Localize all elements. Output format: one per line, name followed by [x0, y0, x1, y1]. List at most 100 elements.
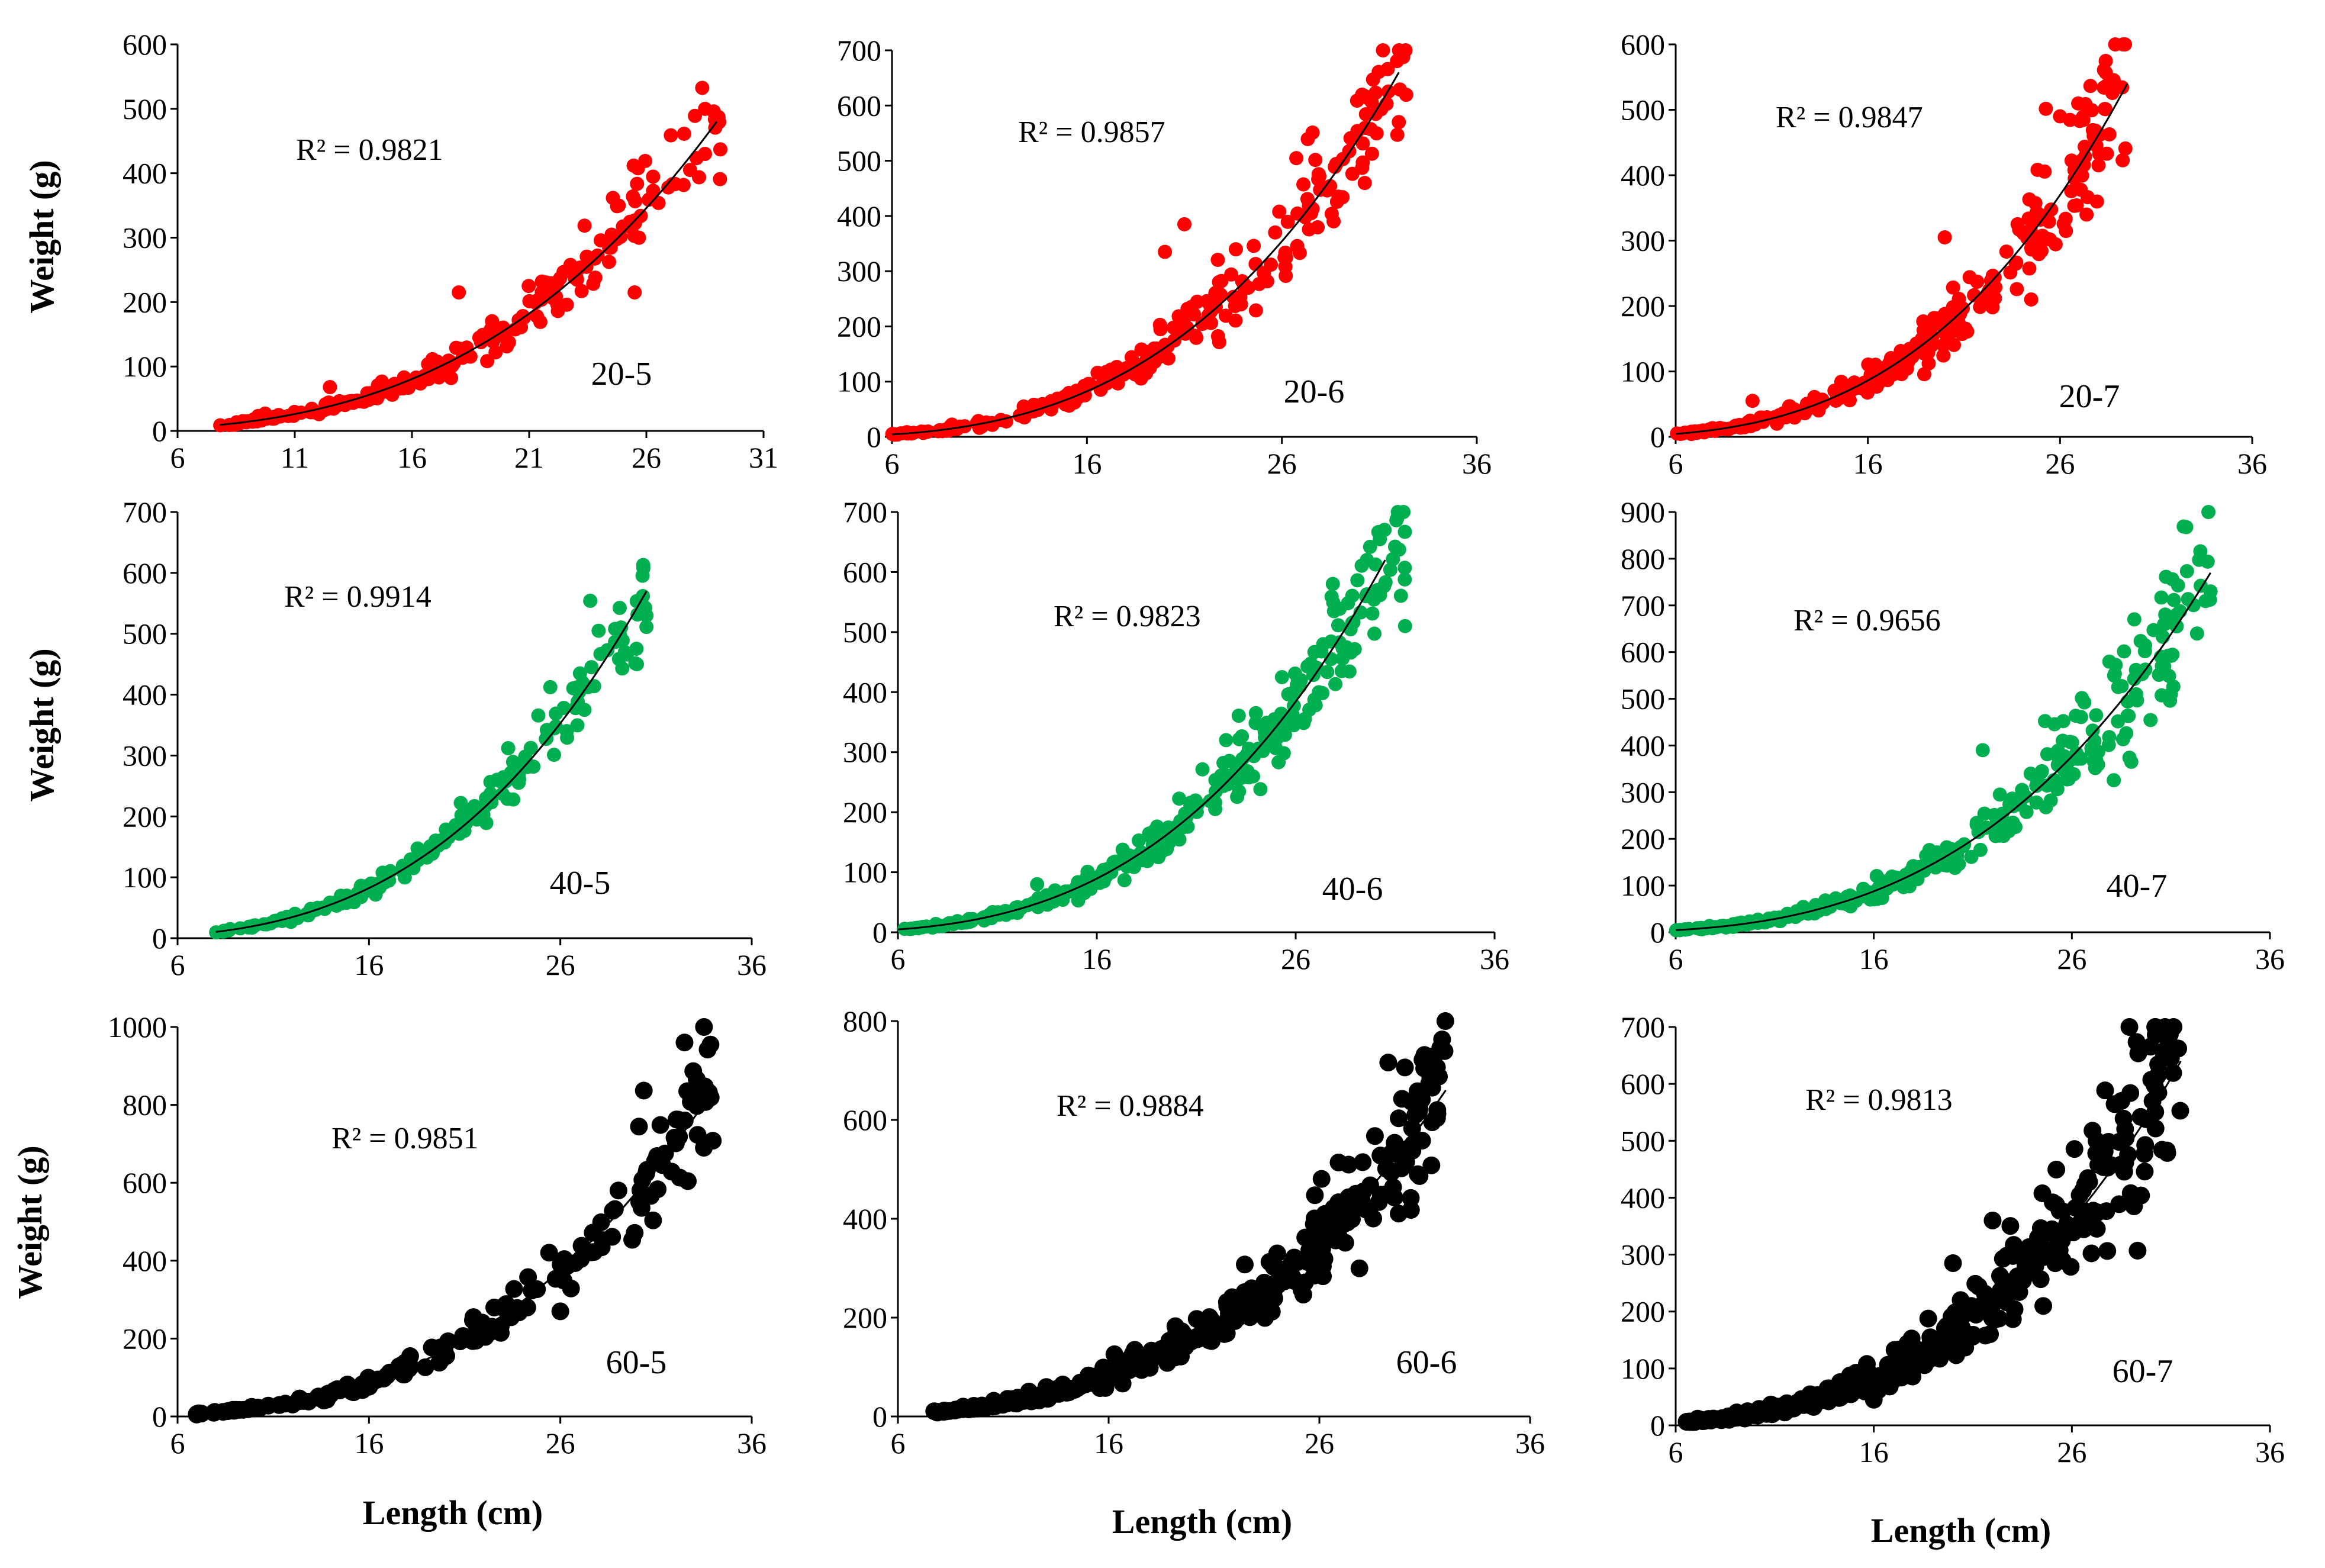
data-point	[2099, 78, 2114, 93]
data-point	[1927, 311, 1941, 326]
y-tick-label: 400	[843, 1202, 887, 1235]
data-point	[1354, 1153, 1372, 1171]
x-tick-label: 16	[354, 1427, 384, 1460]
data-point	[2008, 797, 2023, 812]
data-point	[1971, 825, 1986, 839]
data-point	[677, 126, 691, 141]
data-point	[1219, 733, 1234, 748]
panel-40-5: 0 100 200 300 400 500 600 700 6 16 26 36 R² = 0.9914…	[22, 495, 767, 981]
r-squared-label: R² = 0.9884	[1057, 1089, 1204, 1123]
x-tick-label: 16	[1094, 1427, 1123, 1460]
data-point	[1363, 539, 1377, 554]
data-point	[1813, 900, 1828, 915]
data-point	[1371, 524, 1386, 539]
data-point	[2120, 1018, 2139, 1036]
data-point	[1075, 881, 1090, 896]
data-point	[2080, 1173, 2098, 1191]
data-point	[1224, 267, 1239, 282]
data-point	[284, 1395, 302, 1414]
data-point	[2041, 214, 2056, 229]
data-point	[675, 1033, 694, 1052]
data-point	[1943, 842, 1958, 857]
data-point	[984, 1398, 1002, 1416]
data-point	[1343, 131, 1358, 146]
data-points	[925, 1012, 1454, 1422]
data-point	[2005, 815, 2020, 830]
data-point	[2023, 767, 2038, 781]
x-tick-label: 36	[1462, 447, 1492, 480]
data-point	[2115, 1163, 2133, 1181]
y-tick-label: 0	[152, 414, 167, 447]
data-point	[1944, 1254, 1962, 1272]
data-point	[1248, 303, 1263, 318]
data-point	[1365, 606, 1380, 621]
data-point	[2034, 765, 2049, 780]
data-point	[572, 1237, 591, 1255]
data-point	[1312, 685, 1326, 700]
data-point	[2169, 607, 2184, 622]
x-tick-label: 31	[749, 441, 778, 474]
data-point	[577, 703, 592, 717]
data-point	[375, 374, 389, 389]
power-fit-curve	[197, 1089, 714, 1415]
data-point	[2107, 668, 2121, 683]
data-point	[2193, 544, 2208, 559]
data-point	[630, 176, 645, 191]
data-point	[1158, 244, 1173, 259]
power-fit-curve	[897, 559, 1386, 931]
data-point	[474, 334, 488, 349]
data-point	[501, 335, 516, 350]
data-point	[1937, 326, 1952, 340]
data-point	[1999, 244, 2014, 259]
data-point	[2136, 1163, 2154, 1181]
data-point	[1208, 801, 1223, 816]
data-point	[2048, 237, 2063, 252]
r-squared-label: R² = 0.9857	[1018, 115, 1165, 149]
y-tick-label: 200	[1621, 822, 1665, 855]
y-tick-label: 700	[1621, 1010, 1665, 1044]
data-point	[1220, 777, 1235, 792]
data-point	[1166, 320, 1181, 335]
r-squared-label: R² = 0.9821	[296, 133, 443, 167]
data-point	[1937, 230, 1952, 244]
data-point	[2001, 1217, 2020, 1235]
y-axis-title: Weight (g)	[22, 648, 61, 801]
data-point	[543, 680, 558, 694]
data-point	[1296, 716, 1311, 730]
data-point	[2022, 261, 2037, 276]
x-tick-label: 36	[1515, 1427, 1545, 1460]
x-tick-label: 21	[514, 441, 544, 474]
data-point	[1302, 702, 1317, 717]
data-point	[1936, 348, 1951, 363]
data-point	[1393, 82, 1408, 97]
data-point	[1953, 1303, 1972, 1322]
data-point	[1326, 214, 1341, 228]
data-point	[1126, 859, 1141, 874]
data-point	[2019, 804, 2034, 819]
data-point	[551, 1302, 569, 1321]
y-tick-label: 200	[123, 285, 167, 318]
data-point	[712, 114, 727, 129]
x-tick-label: 36	[737, 1427, 767, 1460]
data-point	[546, 1270, 565, 1288]
data-point	[1973, 300, 1988, 314]
data-point	[1279, 269, 1293, 284]
data-point	[1357, 176, 1372, 191]
y-tick-label: 200	[1621, 289, 1665, 323]
data-point	[2179, 564, 2194, 578]
x-axis-title: Length (cm)	[1112, 1502, 1292, 1541]
data-point	[1992, 787, 2007, 802]
y-tick-label: 300	[843, 736, 887, 769]
data-point	[188, 1405, 206, 1424]
data-point	[2037, 164, 2052, 179]
data-point	[2118, 37, 2133, 51]
data-point	[665, 177, 680, 192]
x-tick-label: 6	[891, 942, 906, 975]
data-point	[2018, 789, 2033, 804]
data-point	[1293, 672, 1308, 687]
panel-label: 60-5	[606, 1344, 667, 1381]
power-fit-curve	[1685, 1060, 2182, 1424]
x-tick-label: 36	[1480, 942, 1509, 975]
data-point	[1745, 394, 1760, 408]
